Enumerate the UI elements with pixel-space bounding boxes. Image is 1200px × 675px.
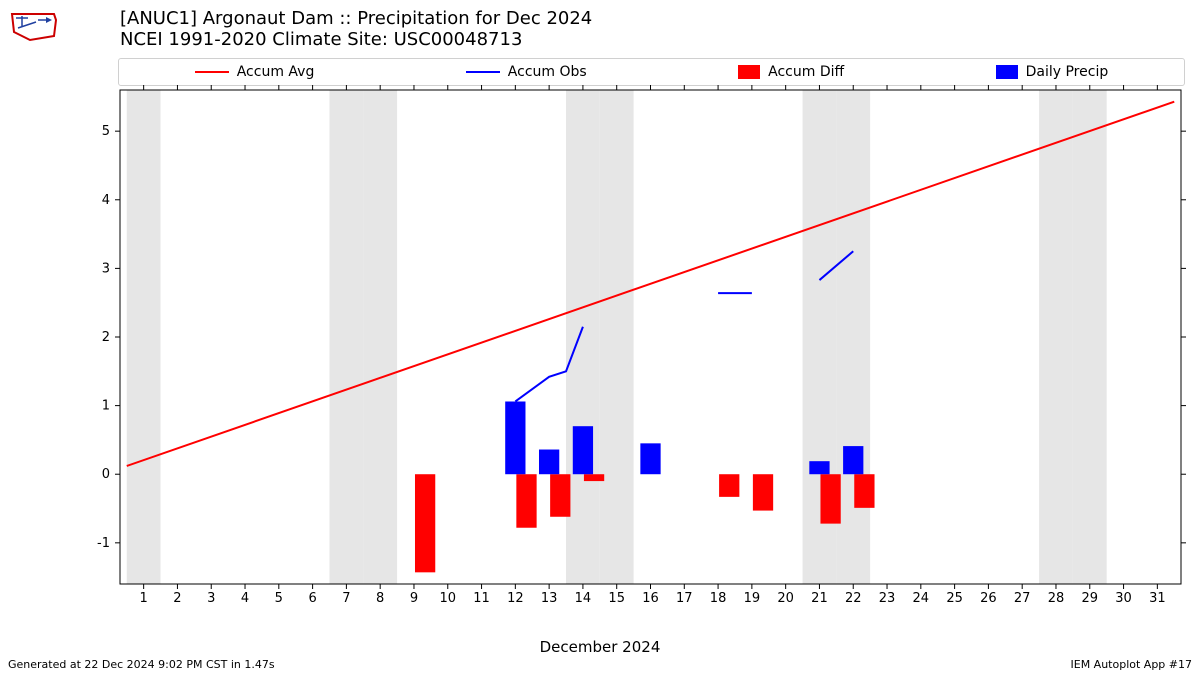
svg-text:7: 7 <box>342 591 350 606</box>
svg-text:11: 11 <box>473 591 490 606</box>
legend-swatch <box>996 65 1018 79</box>
svg-text:19: 19 <box>744 591 761 606</box>
footer-appid: IEM Autoplot App #17 <box>1071 658 1193 671</box>
iem-logo <box>8 6 60 44</box>
svg-text:5: 5 <box>275 591 283 606</box>
svg-text:24: 24 <box>913 591 930 606</box>
svg-text:10: 10 <box>439 591 456 606</box>
svg-text:29: 29 <box>1081 591 1098 606</box>
svg-text:2: 2 <box>173 591 181 606</box>
legend-label: Daily Precip <box>1026 64 1109 80</box>
svg-text:9: 9 <box>410 591 418 606</box>
legend-item: Accum Diff <box>738 64 844 80</box>
svg-text:6: 6 <box>308 591 316 606</box>
footer-generated: Generated at 22 Dec 2024 9:02 PM CST in … <box>8 658 275 671</box>
svg-text:3: 3 <box>102 261 110 276</box>
x-axis-label: December 2024 <box>540 638 661 656</box>
legend-swatch <box>466 71 500 73</box>
svg-text:27: 27 <box>1014 591 1031 606</box>
svg-text:1: 1 <box>102 399 110 414</box>
svg-text:20: 20 <box>777 591 794 606</box>
title-line-2: NCEI 1991-2020 Climate Site: USC00048713 <box>120 29 592 50</box>
svg-text:13: 13 <box>541 591 558 606</box>
svg-text:2: 2 <box>102 330 110 345</box>
svg-text:23: 23 <box>879 591 896 606</box>
svg-text:5: 5 <box>102 124 110 139</box>
svg-text:4: 4 <box>102 193 110 208</box>
svg-text:8: 8 <box>376 591 384 606</box>
svg-text:22: 22 <box>845 591 862 606</box>
svg-text:4: 4 <box>241 591 249 606</box>
legend-item: Accum Obs <box>466 64 587 80</box>
legend-label: Accum Diff <box>768 64 844 80</box>
svg-text:15: 15 <box>608 591 625 606</box>
legend-item: Daily Precip <box>996 64 1109 80</box>
svg-text:16: 16 <box>642 591 659 606</box>
legend: Accum Avg Accum Obs Accum Diff Daily Precip <box>118 58 1185 86</box>
legend-swatch <box>738 65 760 79</box>
chart-title-block: [ANUC1] Argonaut Dam :: Precipitation fo… <box>120 8 592 50</box>
svg-text:18: 18 <box>710 591 727 606</box>
svg-text:1: 1 <box>140 591 148 606</box>
legend-label: Accum Avg <box>237 64 315 80</box>
svg-text:14: 14 <box>575 591 592 606</box>
chart-area: -101234512345678910111213141516171819202… <box>118 88 1183 603</box>
title-line-1: [ANUC1] Argonaut Dam :: Precipitation fo… <box>120 8 592 29</box>
svg-text:0: 0 <box>102 467 110 482</box>
precip-chart: -101234512345678910111213141516171819202… <box>118 88 1183 603</box>
svg-text:25: 25 <box>946 591 963 606</box>
legend-swatch <box>195 71 229 73</box>
legend-item: Accum Avg <box>195 64 315 80</box>
svg-text:28: 28 <box>1048 591 1065 606</box>
svg-text:12: 12 <box>507 591 524 606</box>
svg-text:-1: -1 <box>97 536 110 551</box>
svg-text:26: 26 <box>980 591 997 606</box>
svg-text:3: 3 <box>207 591 215 606</box>
svg-text:30: 30 <box>1115 591 1132 606</box>
svg-text:31: 31 <box>1149 591 1166 606</box>
svg-text:21: 21 <box>811 591 828 606</box>
legend-label: Accum Obs <box>508 64 587 80</box>
svg-text:17: 17 <box>676 591 693 606</box>
